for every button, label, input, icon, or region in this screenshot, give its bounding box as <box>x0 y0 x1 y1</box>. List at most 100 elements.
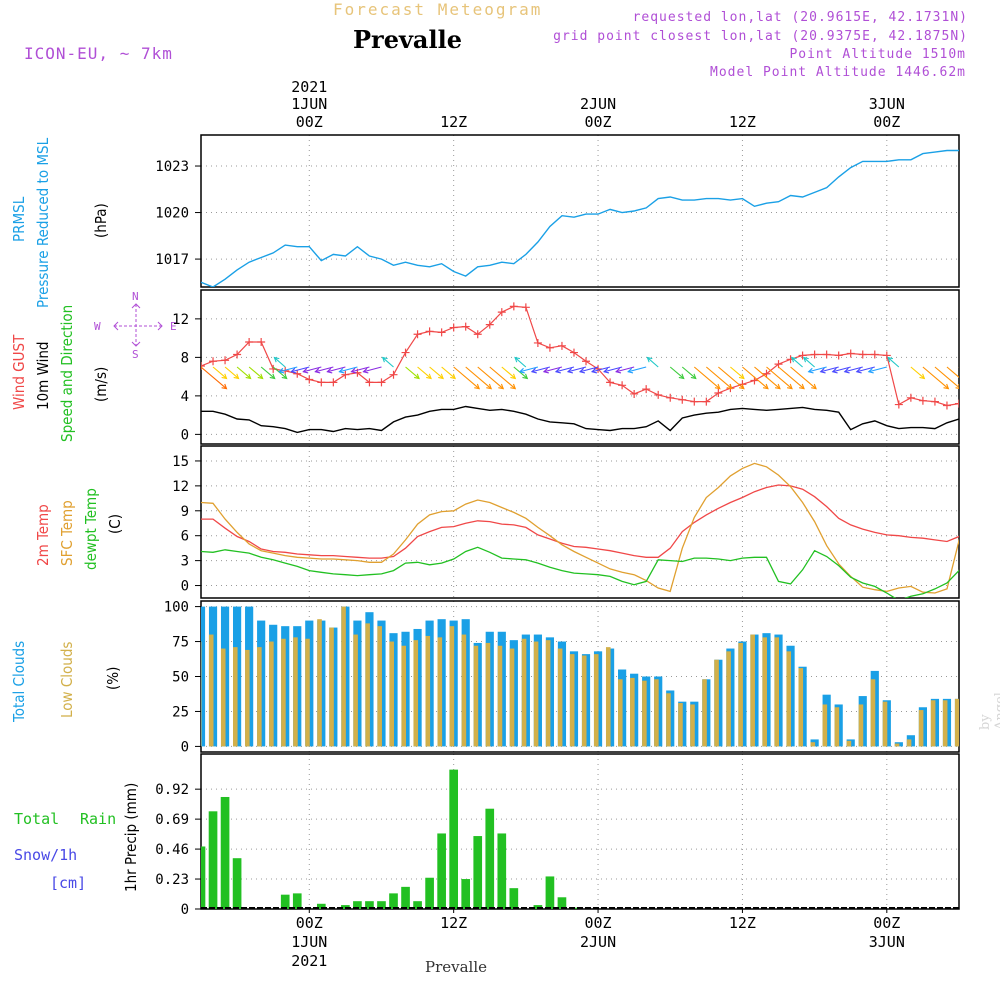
low-cloud-bar <box>822 704 828 747</box>
total-cloud-bar <box>201 606 206 747</box>
rain-bar <box>413 901 422 909</box>
gust-marker <box>201 362 205 371</box>
rain-bar <box>461 879 471 909</box>
wind-arrow-head <box>590 367 598 374</box>
rain-bar <box>280 894 290 909</box>
wind-arrow-shaft <box>519 366 539 373</box>
low-cloud-bar <box>473 645 479 747</box>
date-label-bottom: 2JUN <box>580 933 616 951</box>
low-cloud-bar <box>329 627 334 747</box>
y-tick-label: 1017 <box>155 252 189 268</box>
wind-arrow <box>338 366 358 374</box>
wind-arrow-shaft <box>441 366 456 379</box>
gust-marker <box>678 395 687 404</box>
wind-arrow-head <box>968 384 973 389</box>
y-tick-label: 8 <box>181 350 189 366</box>
wind-arrow <box>554 366 575 374</box>
wind-arrow <box>766 366 793 390</box>
wind-arrow-head <box>802 356 809 363</box>
low-cloud-bar <box>846 740 852 747</box>
gust-marker <box>473 330 482 339</box>
wind-arrow-shaft <box>514 357 527 368</box>
gust-marker <box>509 302 518 311</box>
gust-marker <box>774 360 783 369</box>
wind-arrow-shaft <box>971 367 997 389</box>
wind-arrow-head <box>273 356 280 363</box>
gust-marker <box>906 393 915 402</box>
low-cloud-bar <box>858 704 864 747</box>
gust-marker <box>654 390 663 399</box>
wind-arrow-shaft <box>887 357 900 368</box>
gust-marker <box>341 370 350 379</box>
wind-arrow <box>754 366 781 390</box>
low-cloud-bar <box>281 638 286 747</box>
wind-arrow-head <box>811 383 817 390</box>
gust-marker <box>557 341 566 350</box>
y-tick-label: 50 <box>172 670 189 686</box>
gust-marker <box>606 378 615 387</box>
gust-marker <box>317 378 326 387</box>
wind-arrow-shaft <box>543 366 563 373</box>
rain-bar <box>220 796 230 909</box>
wind-arrow <box>326 366 346 374</box>
low-cloud-bar <box>257 647 262 747</box>
wind-arrow-head <box>514 356 521 363</box>
wind-arrow-head <box>381 356 388 363</box>
low-cloud-bar <box>618 679 623 747</box>
wind-arrow-shaft <box>260 366 276 379</box>
wind-arrow <box>350 366 370 374</box>
wind-arrow-head <box>498 383 505 390</box>
gust-marker <box>822 350 831 359</box>
station-title: Prevalle <box>353 25 462 54</box>
wind-arrow-shaft <box>489 366 516 390</box>
y-tick-label: 1020 <box>155 206 189 222</box>
wind-arrow-head <box>615 367 622 374</box>
time-label-top: 12Z <box>440 113 467 131</box>
wind-arrow-head <box>233 373 240 380</box>
rain-bar <box>401 886 410 909</box>
y-tick-label: 0.23 <box>155 872 189 888</box>
wind-arrow-shaft <box>531 366 551 373</box>
y-tick-label: 0 <box>181 739 189 755</box>
wind-arrow-shaft <box>844 366 863 373</box>
wind-arrow <box>381 356 394 368</box>
year-label-top: 2021 <box>291 78 327 96</box>
low-cloud-bar <box>750 634 755 747</box>
wind-arrow <box>778 366 805 390</box>
requested-coords: requested lon,lat (20.9615E, 42.1731N) <box>632 10 968 25</box>
wind-arrow-shaft <box>705 366 733 390</box>
wind-arrow <box>477 366 505 390</box>
wind-arrow-head <box>603 367 610 374</box>
wind-arrow-head <box>450 373 457 380</box>
wind-arrow <box>958 367 959 368</box>
pressure-line <box>201 149 959 287</box>
year-label-bottom: 2021 <box>291 952 327 970</box>
wind-arrow <box>693 366 721 390</box>
gust-marker <box>569 348 578 357</box>
wind-arrow <box>530 366 551 374</box>
wind-arrow <box>603 366 623 374</box>
wind-arrow <box>867 366 887 374</box>
y-tick-label: 12 <box>172 479 189 495</box>
wind-arrow-shaft <box>742 366 769 390</box>
wind-arrow-shaft <box>417 366 432 379</box>
low-cloud-bar <box>581 655 587 747</box>
wind-arrow-shaft <box>363 366 382 373</box>
wind-arrow-head <box>257 373 264 380</box>
wind-arrow <box>518 366 539 374</box>
model-altitude: Model Point Altitude 1446.62m <box>710 65 966 80</box>
low-cloud-bar <box>894 743 900 747</box>
low-cloud-bar <box>991 711 996 746</box>
wind-arrow <box>441 366 457 380</box>
wind-arrow-shaft <box>279 366 298 373</box>
time-label-bottom: 00Z <box>296 914 323 932</box>
time-label-top: 00Z <box>585 113 612 131</box>
wind-arrow-head <box>786 383 793 390</box>
wind-arrow <box>201 366 228 390</box>
gust-line <box>201 305 959 407</box>
wind-arrow-head <box>438 373 444 380</box>
wind-arrow-shaft <box>754 366 781 390</box>
model-label: ICON-EU, ~ 7km <box>24 44 173 63</box>
wind-arrow <box>887 356 900 368</box>
wind-arrow-shaft <box>272 366 288 379</box>
